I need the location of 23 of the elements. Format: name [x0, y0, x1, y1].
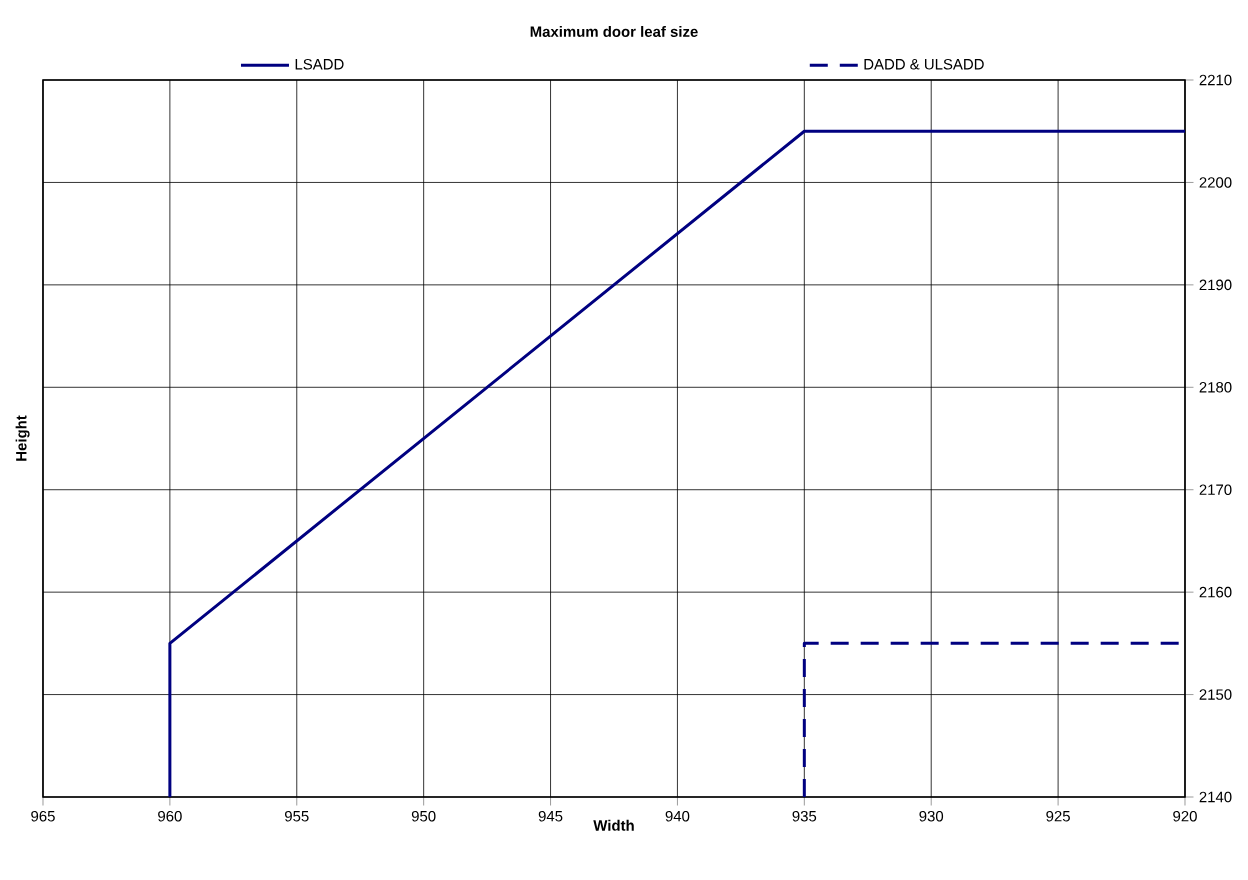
y-tick-label: 2140 [1199, 791, 1232, 803]
x-tick-label: 955 [284, 810, 309, 822]
legend-label: DADD & ULSADD [864, 58, 984, 70]
x-tick-label: 925 [1046, 810, 1070, 822]
chart-title: Maximum door leaf size [530, 26, 698, 37]
x-tick-label: 930 [919, 810, 944, 822]
y-tick-label: 2200 [1199, 177, 1232, 188]
y-tick-label: 2210 [1199, 74, 1232, 86]
x-tick-label: 960 [158, 810, 182, 822]
y-axis-title: Height [15, 415, 30, 461]
y-tick-label: 2170 [1199, 484, 1232, 496]
legend-label: LSADD [295, 58, 344, 70]
x-tick-label: 920 [1173, 810, 1197, 822]
y-tick-label: 2150 [1199, 689, 1232, 700]
y-tick-label: 2190 [1199, 279, 1232, 291]
x-tick-label: 940 [665, 810, 690, 822]
x-tick-label: 935 [792, 810, 817, 822]
x-tick-label: 945 [538, 810, 563, 822]
x-tick-label: 965 [31, 810, 55, 822]
y-tick-label: 2160 [1199, 586, 1232, 598]
x-tick-label: 950 [411, 810, 436, 822]
y-tick-label: 2180 [1199, 382, 1232, 393]
x-axis-title: Width [593, 819, 634, 831]
